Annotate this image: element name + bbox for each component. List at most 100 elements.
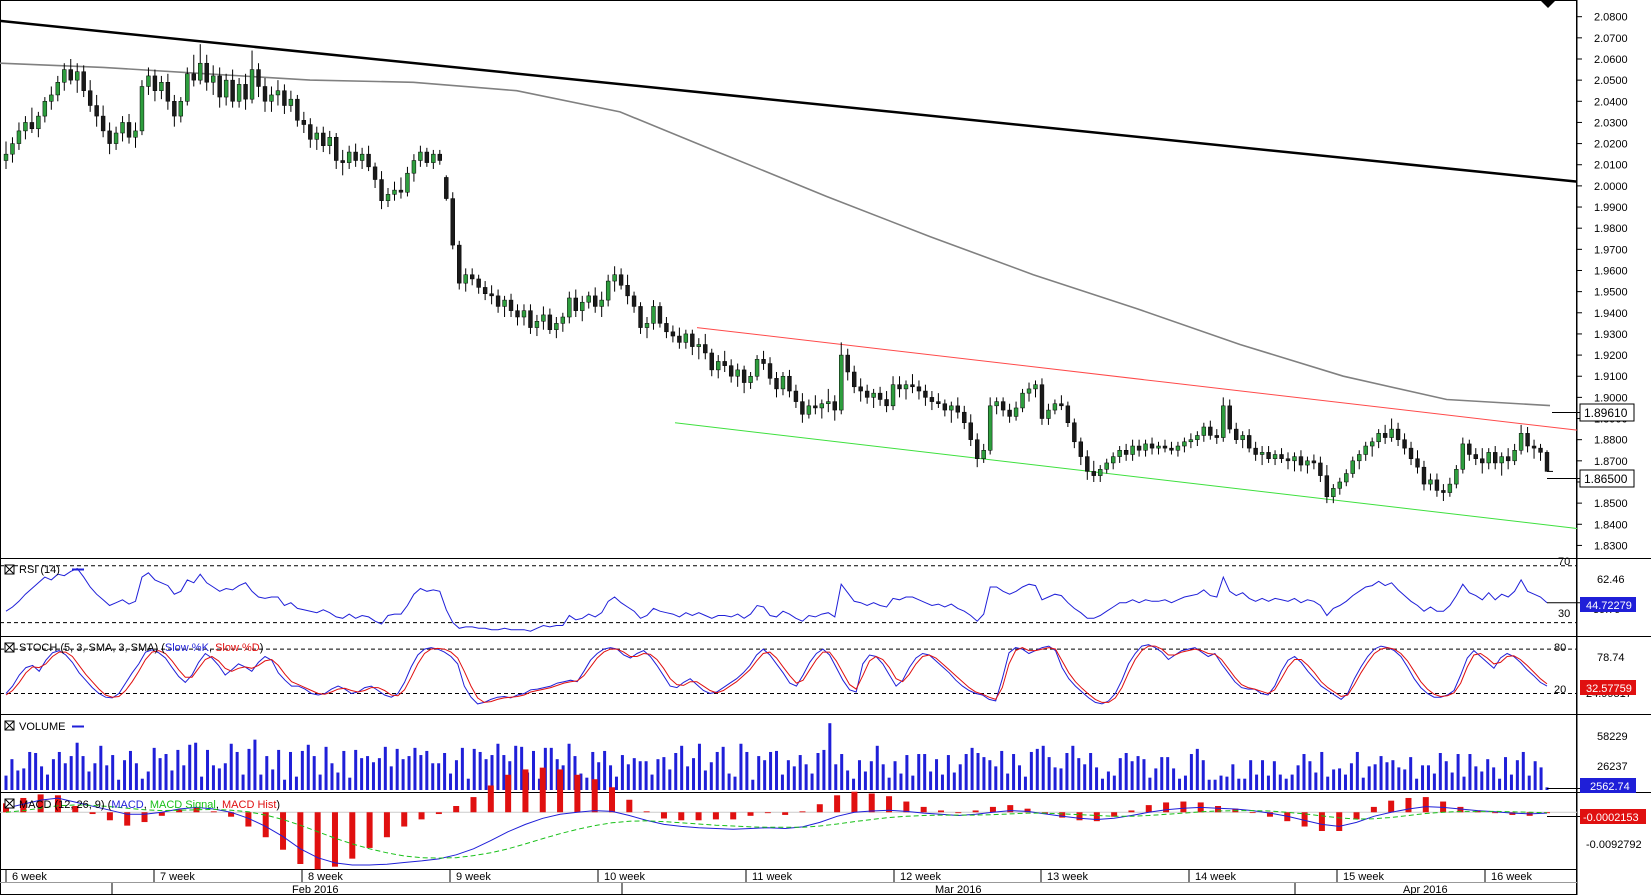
volume-bar <box>1012 754 1016 790</box>
price-tick-label: 1.9100 <box>1594 371 1628 383</box>
macd-hist-label: MACD Hist <box>222 799 276 811</box>
descending-trendline[interactable] <box>0 19 1578 183</box>
stoch-value-label: 78.74 <box>1597 652 1625 664</box>
volume-bar <box>1498 778 1502 790</box>
scroll-marker-icon[interactable] <box>1540 0 1556 8</box>
candle-body <box>1046 409 1051 419</box>
volume-bar <box>1065 753 1069 790</box>
volume-bar <box>946 755 950 790</box>
candle-body <box>1499 456 1504 464</box>
candle-body <box>16 130 22 144</box>
macd-hist-bar <box>1422 797 1429 813</box>
scroll-down-triangle-icon[interactable] <box>1540 0 1556 8</box>
candle-body <box>1460 443 1466 470</box>
candle-body <box>75 71 80 81</box>
candle-body <box>444 177 449 199</box>
macd-hist-bar <box>176 809 183 813</box>
candle-body <box>288 98 294 106</box>
week-label: 14 week <box>1195 871 1236 883</box>
candle-body <box>1454 469 1459 485</box>
macd-hist-bar <box>1024 808 1031 813</box>
candle-body <box>49 94 54 102</box>
volume-bar <box>330 763 334 790</box>
candle-body <box>903 384 909 390</box>
volume-bar <box>437 763 441 790</box>
candle-body <box>482 287 488 294</box>
volume-bar <box>1071 745 1075 790</box>
candle-body <box>282 90 287 106</box>
stoch-k-line <box>5 644 1548 705</box>
macd-line-label: MACD <box>111 799 143 811</box>
channel-bottom-line[interactable] <box>674 422 1578 530</box>
volume-bar <box>1296 765 1300 790</box>
volume-bar <box>419 755 423 790</box>
candle <box>709 348 714 377</box>
candle-body <box>476 278 481 288</box>
candle <box>55 75 60 102</box>
volume-bar <box>1023 776 1027 790</box>
volume-bar <box>1166 757 1170 790</box>
candle-body <box>1285 458 1291 462</box>
candle <box>269 86 274 112</box>
candle <box>955 397 960 419</box>
candle-body <box>845 354 850 373</box>
candle <box>1214 429 1219 444</box>
candle <box>987 397 993 455</box>
candle <box>359 147 365 169</box>
volume-bar <box>253 739 257 790</box>
candle-body <box>1344 473 1349 483</box>
candle-body <box>625 285 630 297</box>
candle <box>1344 469 1349 487</box>
candle-body <box>1324 475 1330 498</box>
candle-body <box>910 384 915 388</box>
candle <box>366 145 371 172</box>
macd-hist-bar <box>1474 810 1481 813</box>
candle-body <box>534 320 540 328</box>
volume-bar <box>170 770 174 790</box>
volume-bar <box>875 745 879 790</box>
candle <box>1091 460 1096 482</box>
volume-bar <box>217 768 221 790</box>
candle <box>1123 443 1129 461</box>
candle <box>929 391 935 411</box>
macd-hist-bar <box>799 811 806 813</box>
price-tick-label: 2.0300 <box>1594 117 1628 129</box>
week-label: 12 week <box>900 871 941 883</box>
candle-body <box>469 274 475 280</box>
macd-tick-label: -0.0092792 <box>1586 839 1642 851</box>
candle <box>586 291 591 309</box>
candle <box>256 63 261 98</box>
candle <box>968 414 973 447</box>
candle-body <box>372 166 378 180</box>
candle-body <box>1104 462 1109 470</box>
volume-bar <box>1154 768 1158 790</box>
volume-bar <box>283 779 287 790</box>
macd-hist-bar <box>1440 801 1447 813</box>
volume-pane <box>4 723 1549 790</box>
candle <box>120 116 125 142</box>
volume-bar <box>857 760 861 790</box>
candle-body <box>1195 435 1200 440</box>
candle-body <box>211 75 216 83</box>
macd-hist-bar <box>37 794 44 813</box>
candle-body <box>1156 445 1161 449</box>
macd-hist-bar <box>1318 812 1325 831</box>
stoch-paren-close: ) <box>260 642 264 654</box>
candle <box>107 122 112 155</box>
candle <box>618 268 624 290</box>
volume-bar <box>407 756 411 790</box>
candle-body <box>780 375 786 390</box>
candle-body <box>599 299 604 307</box>
volume-bar <box>1148 777 1152 790</box>
channel-top-line[interactable] <box>696 327 1578 431</box>
volume-bar <box>816 753 820 790</box>
candle-body <box>1369 441 1375 447</box>
volume-bar <box>259 774 263 790</box>
candle-body <box>567 297 572 318</box>
candle <box>450 192 455 250</box>
candle <box>949 401 954 423</box>
candle-body <box>813 405 818 409</box>
volume-bar <box>1361 777 1365 790</box>
macd-hist-bar <box>695 812 702 821</box>
candle <box>398 177 404 199</box>
